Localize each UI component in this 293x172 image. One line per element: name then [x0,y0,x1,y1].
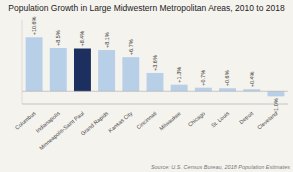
data-label: +0.6% [224,70,230,86]
bar [267,91,284,96]
source-note: Source: U.S. Census Bureau, 2018 Populat… [151,164,290,170]
x-tick-label: St. Louis [210,110,230,129]
title: Population Growth in Large Midwestern Me… [8,3,285,13]
bar [171,85,188,92]
data-label: +1.3% [176,67,182,83]
bar [122,57,139,91]
data-label: +0.4% [249,71,255,87]
x-tick-label: Chicago [187,110,206,128]
data-label: +6.7% [128,39,134,55]
data-label: +3.6% [152,55,158,71]
x-axis-line [22,104,288,105]
data-label: +8.5% [55,30,61,46]
bar [50,48,67,91]
bars [26,37,285,96]
x-tick-label: Minneapolis-Saint Paul [38,110,85,151]
bar [26,37,43,91]
bar [243,89,260,91]
background [0,0,293,172]
x-tick-label: Cleveland [256,110,279,130]
data-label: +8.4% [79,31,85,47]
x-tick-label: Kansas City [107,110,134,134]
bar [219,88,236,91]
x-tick-label: Milwaukee [158,110,182,131]
data-label: +10.6% [31,16,37,35]
x-tick-label: Cincinnati [135,110,157,130]
data-label: +8.1% [104,32,110,48]
x-tick-label: Columbus [14,110,37,131]
data-label: +0.7% [200,70,206,86]
chart: Population Growth in Large Midwestern Me… [0,0,293,172]
baseline [22,91,288,92]
bar [195,88,212,92]
x-tick-label: Grand Rapids [79,110,109,137]
bar [98,50,115,91]
bar [74,49,91,92]
bar [147,73,164,91]
x-tick-label: Detroit [238,110,255,125]
